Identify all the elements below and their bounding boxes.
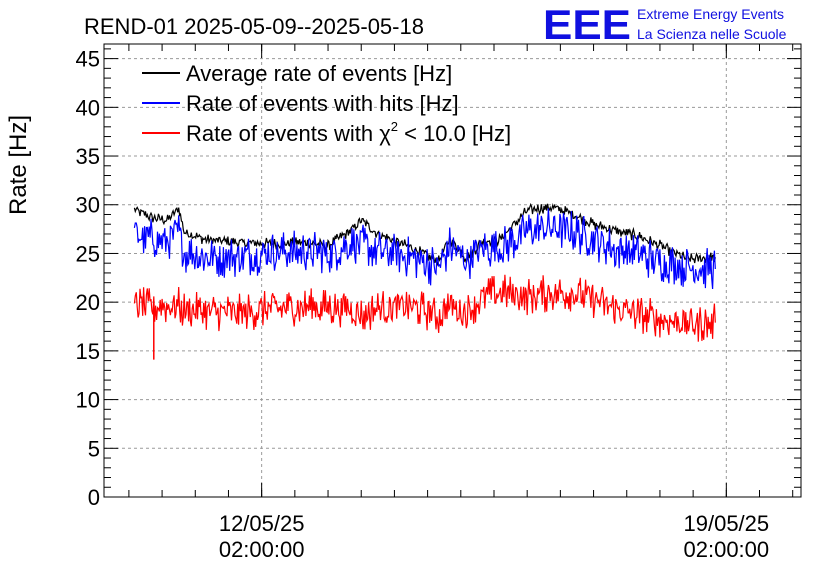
y-axis-label: Rate [Hz] bbox=[5, 115, 32, 215]
x-tick-label-date: 19/05/25 bbox=[684, 511, 770, 536]
chart-title: REND-01 2025-05-09--2025-05-18 bbox=[84, 14, 424, 39]
series-average bbox=[133, 202, 716, 268]
series-group bbox=[133, 202, 716, 360]
y-tick-label: 10 bbox=[76, 388, 100, 413]
x-tick-label-date: 12/05/25 bbox=[219, 511, 305, 536]
series-hits bbox=[133, 208, 716, 290]
org-name-line2: La Scienza nelle Scuole bbox=[637, 26, 787, 42]
plot-frame bbox=[103, 43, 802, 498]
y-tick-label: 15 bbox=[76, 339, 100, 364]
y-tick-label: 25 bbox=[76, 241, 100, 266]
legend-label-chi2-main: Rate of events with χ bbox=[186, 121, 391, 146]
x-tick-label-time: 02:00:00 bbox=[219, 537, 305, 562]
legend-label-chi2-superscript: 2 bbox=[391, 119, 398, 134]
legend: Average rate of events [Hz] Rate of even… bbox=[142, 61, 511, 146]
legend-entry-hits: Rate of events with hits [Hz] bbox=[142, 91, 459, 116]
org-name-line1: Extreme Energy Events bbox=[637, 6, 784, 22]
legend-label-average: Average rate of events [Hz] bbox=[186, 61, 452, 86]
legend-label-chi2: Rate of events with χ2 < 10.0 [Hz] bbox=[186, 119, 511, 146]
axes: 05101520253035404512/05/2502:00:0019/05/… bbox=[76, 44, 801, 562]
legend-label-chi2-rest: < 10.0 [Hz] bbox=[398, 121, 511, 146]
eee-logo-text: EEE bbox=[543, 1, 631, 48]
y-tick-label: 45 bbox=[76, 47, 100, 72]
x-tick-label-time: 02:00:00 bbox=[684, 537, 770, 562]
legend-entry-average: Average rate of events [Hz] bbox=[142, 61, 452, 86]
y-tick-label: 5 bbox=[88, 436, 100, 461]
legend-label-hits: Rate of events with hits [Hz] bbox=[186, 91, 459, 116]
series-chi2 bbox=[133, 274, 716, 342]
y-tick-label: 40 bbox=[76, 95, 100, 120]
y-tick-label: 30 bbox=[76, 193, 100, 218]
y-tick-label: 0 bbox=[88, 485, 100, 510]
y-tick-label: 35 bbox=[76, 144, 100, 169]
eee-logo: EEE Extreme Energy Events La Scienza nel… bbox=[543, 1, 787, 48]
y-tick-label: 20 bbox=[76, 290, 100, 315]
legend-entry-chi2: Rate of events with χ2 < 10.0 [Hz] bbox=[142, 119, 511, 146]
